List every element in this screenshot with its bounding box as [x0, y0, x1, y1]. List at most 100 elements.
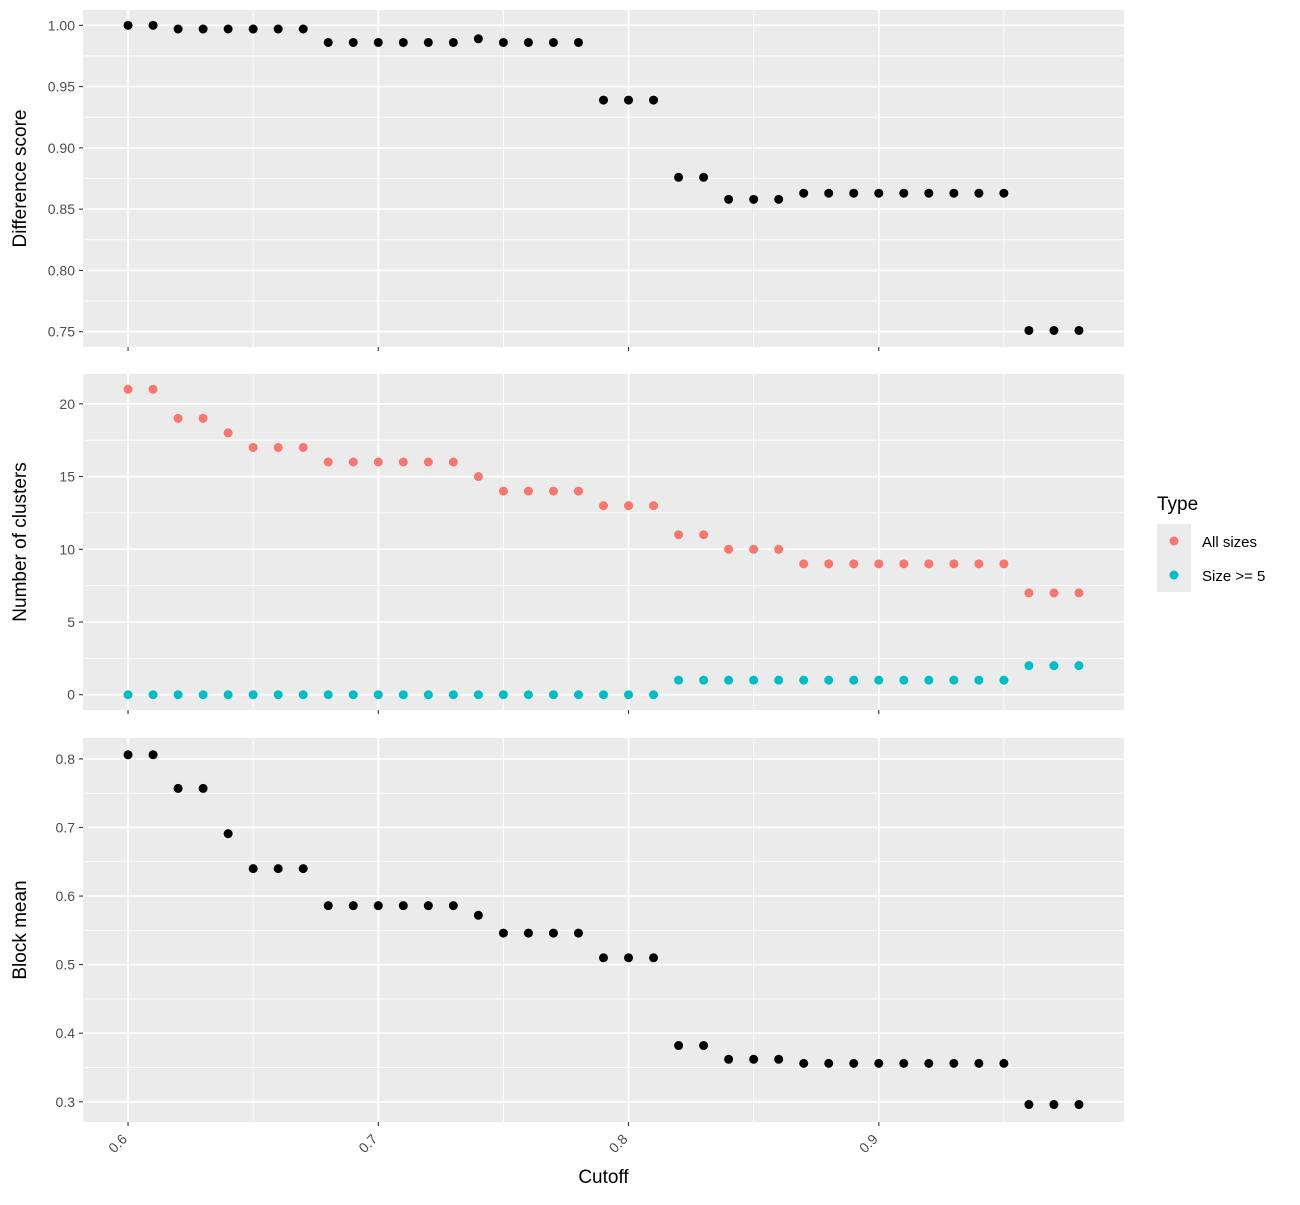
series-1	[123, 20, 1084, 335]
series-1	[123, 384, 1084, 598]
data-point	[799, 188, 809, 198]
data-point	[298, 442, 308, 452]
y-tick-label: 15	[59, 469, 75, 485]
data-point	[173, 24, 183, 34]
data-point	[1049, 325, 1059, 335]
data-point	[974, 1058, 984, 1068]
data-point	[949, 559, 959, 569]
data-point	[849, 188, 859, 198]
x-tick-label: 0.7	[355, 1131, 380, 1156]
legend: Type All sizes Size >= 5	[1157, 494, 1265, 592]
data-point	[999, 559, 1009, 569]
x-tick-label: 0.9	[856, 1131, 881, 1156]
x-axis-title: Cutoff	[578, 1167, 629, 1188]
data-point	[523, 37, 533, 47]
data-point	[223, 24, 233, 34]
data-point	[849, 675, 859, 685]
data-point	[749, 194, 759, 204]
y-tick-label: 5	[67, 614, 75, 630]
data-point	[649, 501, 659, 511]
x-tick-label: 0.6	[105, 1131, 130, 1156]
data-point	[949, 675, 959, 685]
legend-label: Size >= 5	[1202, 568, 1265, 585]
data-point	[123, 690, 133, 700]
data-point	[448, 37, 458, 47]
data-point	[774, 1054, 784, 1064]
data-point	[599, 95, 608, 105]
data-point	[398, 690, 408, 700]
data-point	[173, 413, 183, 423]
data-point	[123, 20, 133, 30]
data-point	[298, 24, 308, 34]
data-point	[674, 1041, 684, 1051]
y-tick-label: 0.8	[56, 751, 76, 767]
data-point	[749, 675, 759, 685]
data-point	[699, 675, 709, 685]
data-point	[974, 188, 984, 198]
panel-3: 0.3 0.4 0.5 0.6 0.7 0.8 Block mean	[10, 738, 1124, 1126]
data-point	[448, 690, 458, 700]
y-axis-title: Difference score	[10, 110, 31, 248]
data-point	[398, 457, 408, 467]
data-point	[624, 690, 634, 700]
data-point	[799, 1058, 809, 1068]
data-point	[949, 188, 959, 198]
data-point	[248, 864, 258, 874]
data-point	[423, 690, 433, 700]
y-tick-label: 0.75	[48, 324, 75, 340]
data-point	[473, 472, 483, 482]
data-point	[599, 690, 608, 700]
data-point	[999, 1058, 1009, 1068]
series-2	[123, 661, 1084, 700]
data-point	[699, 172, 709, 182]
data-point	[1074, 588, 1084, 598]
data-point	[398, 901, 408, 911]
y-tick-label: 0.7	[56, 819, 76, 835]
data-point	[248, 442, 258, 452]
data-point	[423, 457, 433, 467]
data-point	[298, 864, 308, 874]
legend-label: All sizes	[1202, 534, 1257, 551]
data-point	[649, 690, 659, 700]
data-point	[1074, 325, 1084, 335]
data-point	[273, 690, 283, 700]
data-point	[148, 690, 158, 700]
legend-key-point	[1169, 536, 1179, 546]
data-point	[1074, 1100, 1084, 1110]
data-point	[473, 690, 483, 700]
data-point	[774, 194, 784, 204]
y-tick-label: 0.3	[56, 1094, 76, 1110]
data-point	[448, 457, 458, 467]
data-point	[148, 384, 158, 394]
series-1	[123, 750, 1084, 1110]
y-tick-label: 20	[59, 396, 75, 412]
data-point	[774, 544, 784, 554]
data-point	[949, 1058, 959, 1068]
data-point	[749, 544, 759, 554]
data-point	[523, 690, 533, 700]
data-point	[1049, 661, 1059, 671]
data-point	[123, 750, 133, 760]
data-point	[774, 675, 784, 685]
y-tick-label: 0	[67, 687, 75, 703]
data-point	[498, 690, 508, 700]
data-point	[548, 486, 558, 496]
data-point	[273, 442, 283, 452]
data-point	[724, 1054, 734, 1064]
data-point	[123, 384, 133, 394]
data-point	[523, 928, 533, 938]
data-point	[874, 675, 884, 685]
data-point	[849, 1058, 859, 1068]
data-point	[473, 910, 483, 920]
data-point	[223, 829, 233, 839]
data-point	[373, 37, 383, 47]
data-point	[924, 559, 934, 569]
data-point	[323, 457, 333, 467]
data-point	[974, 675, 984, 685]
data-point	[999, 188, 1009, 198]
data-point	[373, 457, 383, 467]
data-point	[899, 1058, 909, 1068]
data-point	[924, 188, 934, 198]
data-point	[223, 690, 233, 700]
